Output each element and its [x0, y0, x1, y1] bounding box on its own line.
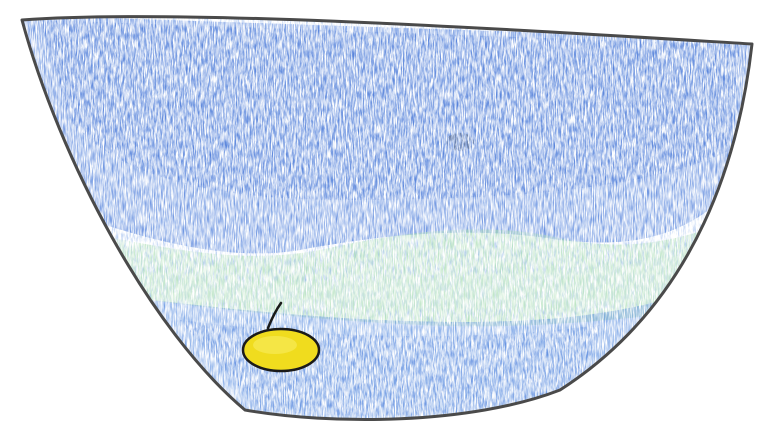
bowl-outline — [20, 15, 754, 422]
dark-spot — [446, 133, 474, 151]
yellow-fruit — [241, 301, 321, 373]
fruit-stem — [266, 301, 283, 330]
